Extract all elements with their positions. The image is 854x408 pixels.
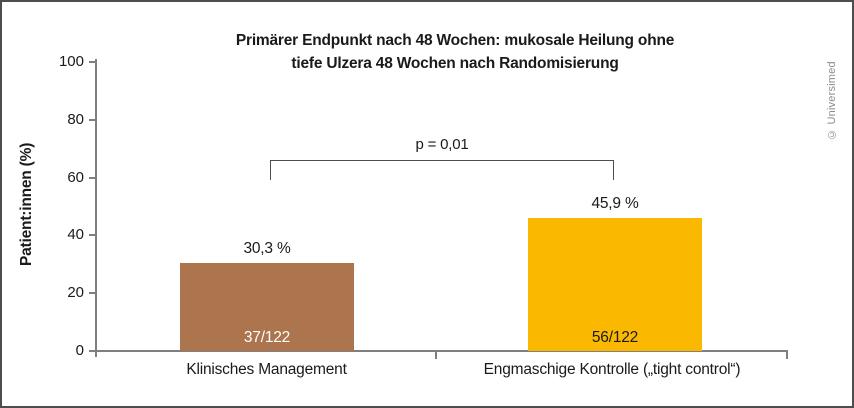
bar-klinisches-management: 37/122 xyxy=(180,263,354,351)
chart-title: Primärer Endpunkt nach 48 Wochen: mukosa… xyxy=(97,29,813,75)
chart-title-line-2: tiefe Ulzera 48 Wochen nach Randomisieru… xyxy=(291,55,619,72)
bar-group-klinisches-management: 30,3 % 37/122 xyxy=(180,240,354,351)
bar-fraction-label: 37/122 xyxy=(243,329,291,346)
y-tick-label-40: 40 xyxy=(67,226,84,243)
y-tick-mark xyxy=(89,350,97,352)
bar-group-tight-control: 45,9 % 56/122 xyxy=(528,195,702,351)
y-tick-label-20: 20 xyxy=(67,284,84,301)
y-tick-label-100: 100 xyxy=(58,53,84,70)
bar-value-label: 45,9 % xyxy=(591,195,639,212)
y-tick-mark xyxy=(89,234,97,236)
y-axis-line xyxy=(95,59,97,357)
y-tick-mark xyxy=(89,61,97,63)
x-tick-mark-end xyxy=(786,350,788,359)
x-tick-mark-mid xyxy=(435,350,437,359)
bar-fraction-label: 56/122 xyxy=(591,329,639,346)
plot-area: p = 0,01 30,3 % 37/122 45,9 % 56/122 xyxy=(97,62,788,351)
chart-title-line-1: Primärer Endpunkt nach 48 Wochen: mukosa… xyxy=(235,32,675,49)
y-tick-mark xyxy=(89,119,97,121)
y-tick-label-80: 80 xyxy=(67,111,84,128)
y-tick-mark xyxy=(89,177,97,179)
y-axis-label: Patient:innen (%) xyxy=(18,142,35,267)
copyright-credit: © Universimed xyxy=(826,61,838,140)
bar-value-label: 30,3 % xyxy=(243,240,291,257)
p-value-label: p = 0,01 xyxy=(415,136,469,153)
y-tick-label-0: 0 xyxy=(75,342,84,359)
y-tick-label-60: 60 xyxy=(67,169,84,186)
bar-tight-control: 56/122 xyxy=(528,218,702,351)
x-category-label-klinisches-management: Klinisches Management xyxy=(186,361,347,378)
x-category-label-tight-control: Engmaschige Kontrolle („tight control“) xyxy=(483,361,741,378)
significance-bracket xyxy=(270,160,614,180)
x-axis-line xyxy=(95,350,788,352)
y-tick-mark xyxy=(89,292,97,294)
